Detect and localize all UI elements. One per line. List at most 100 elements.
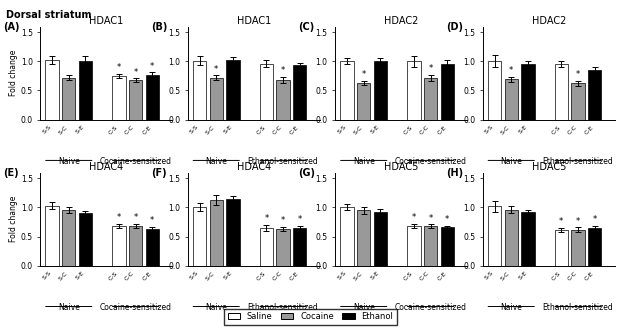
Text: *: * xyxy=(428,64,433,73)
Bar xyxy=(209,78,223,120)
Bar xyxy=(260,64,273,120)
Text: Ethanol-sensitized: Ethanol-sensitized xyxy=(248,157,319,166)
Title: HDAC1: HDAC1 xyxy=(89,16,124,26)
Text: *: * xyxy=(134,213,138,222)
Bar xyxy=(79,61,92,120)
Bar xyxy=(129,226,142,266)
Bar xyxy=(571,229,585,266)
Text: *: * xyxy=(560,217,563,226)
Text: (H): (H) xyxy=(446,168,463,178)
Bar xyxy=(45,60,59,120)
Bar xyxy=(357,83,370,120)
Bar xyxy=(374,212,387,266)
Text: Naive: Naive xyxy=(353,303,374,312)
Text: (A): (A) xyxy=(3,22,20,32)
Bar xyxy=(145,75,159,120)
Title: HDAC5: HDAC5 xyxy=(532,162,566,172)
Text: *: * xyxy=(361,70,366,79)
Bar xyxy=(407,226,420,266)
Bar xyxy=(112,226,125,266)
Text: (G): (G) xyxy=(299,168,315,178)
Text: Cocaine-sensitized: Cocaine-sensitized xyxy=(394,157,466,166)
Text: *: * xyxy=(297,215,302,224)
Bar xyxy=(555,64,568,120)
Title: HDAC1: HDAC1 xyxy=(237,16,271,26)
Bar xyxy=(226,199,240,266)
Bar xyxy=(193,61,206,120)
Bar xyxy=(588,228,601,266)
Bar xyxy=(407,61,420,120)
Title: HDAC5: HDAC5 xyxy=(384,162,419,172)
Title: HDAC4: HDAC4 xyxy=(89,162,124,172)
Bar xyxy=(571,83,585,120)
Bar xyxy=(129,80,142,120)
Bar xyxy=(226,60,240,120)
Text: (F): (F) xyxy=(151,168,166,178)
Bar xyxy=(209,200,223,266)
Text: Cocaine-sensitized: Cocaine-sensitized xyxy=(99,157,171,166)
Bar xyxy=(440,64,454,120)
Bar xyxy=(62,210,75,266)
Title: HDAC2: HDAC2 xyxy=(384,16,419,26)
Text: *: * xyxy=(265,214,268,223)
Text: *: * xyxy=(281,66,285,75)
Bar xyxy=(293,65,306,120)
Bar xyxy=(62,78,75,120)
Text: Dorsal striatum: Dorsal striatum xyxy=(6,10,92,20)
Text: *: * xyxy=(576,216,580,225)
Bar xyxy=(504,79,518,120)
Text: Naive: Naive xyxy=(58,157,79,166)
Text: *: * xyxy=(509,66,514,75)
Text: Naive: Naive xyxy=(58,303,79,312)
Text: *: * xyxy=(576,70,580,79)
Bar xyxy=(521,212,535,266)
Bar xyxy=(260,228,273,266)
Y-axis label: Fold change: Fold change xyxy=(9,196,18,242)
Bar xyxy=(521,64,535,120)
Text: Ethanol-sensitized: Ethanol-sensitized xyxy=(248,303,319,312)
Text: *: * xyxy=(592,215,597,224)
Title: HDAC2: HDAC2 xyxy=(532,16,566,26)
Legend: Saline, Cocaine, Ethanol: Saline, Cocaine, Ethanol xyxy=(224,309,397,324)
Text: Naive: Naive xyxy=(206,303,227,312)
Y-axis label: Fold change: Fold change xyxy=(9,50,18,96)
Text: Naive: Naive xyxy=(501,157,522,166)
Bar xyxy=(340,61,354,120)
Text: Naive: Naive xyxy=(501,303,522,312)
Bar xyxy=(488,206,501,266)
Bar xyxy=(504,210,518,266)
Bar xyxy=(293,228,306,266)
Text: *: * xyxy=(150,216,155,225)
Text: Ethanol-sensitized: Ethanol-sensitized xyxy=(543,157,614,166)
Text: *: * xyxy=(214,65,219,74)
Text: *: * xyxy=(117,63,121,72)
Text: Naive: Naive xyxy=(353,157,374,166)
Bar xyxy=(555,230,568,266)
Bar xyxy=(588,69,601,120)
Bar xyxy=(79,213,92,266)
Text: Naive: Naive xyxy=(206,157,227,166)
Text: (D): (D) xyxy=(446,22,463,32)
Bar xyxy=(276,80,290,120)
Bar xyxy=(276,229,290,266)
Text: Cocaine-sensitized: Cocaine-sensitized xyxy=(99,303,171,312)
Bar xyxy=(440,227,454,266)
Text: *: * xyxy=(134,67,138,76)
Text: *: * xyxy=(117,213,121,222)
Bar xyxy=(145,229,159,266)
Bar xyxy=(112,76,125,120)
Bar xyxy=(45,206,59,266)
Text: *: * xyxy=(428,213,433,222)
Text: *: * xyxy=(281,216,285,225)
Text: *: * xyxy=(445,215,450,224)
Bar xyxy=(357,210,370,266)
Bar xyxy=(424,78,437,120)
Bar xyxy=(488,61,501,120)
Text: *: * xyxy=(150,62,155,71)
Bar xyxy=(193,207,206,266)
Text: *: * xyxy=(412,213,416,222)
Text: (E): (E) xyxy=(3,168,19,178)
Bar xyxy=(424,226,437,266)
Bar xyxy=(340,207,354,266)
Text: (B): (B) xyxy=(151,22,167,32)
